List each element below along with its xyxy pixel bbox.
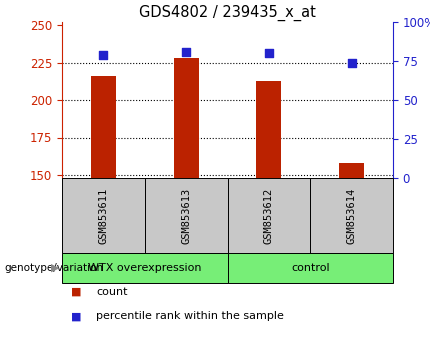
Bar	[227, 178, 310, 253]
Text: WTX overexpression: WTX overexpression	[88, 263, 202, 273]
Point	[100, 52, 107, 58]
Text: ■: ■	[71, 286, 81, 297]
Bar	[91, 76, 116, 178]
Bar	[227, 253, 393, 283]
Text: percentile rank within the sample: percentile rank within the sample	[96, 311, 284, 321]
Point	[183, 49, 190, 55]
Bar	[62, 178, 145, 253]
Text: count: count	[96, 286, 128, 297]
Text: control: control	[291, 263, 329, 273]
Bar	[310, 178, 393, 253]
Bar	[174, 58, 199, 178]
Point	[348, 60, 355, 65]
Bar	[62, 253, 227, 283]
Text: GSM853612: GSM853612	[264, 187, 274, 244]
Bar	[339, 163, 364, 178]
Point	[265, 50, 272, 56]
Text: GSM853613: GSM853613	[181, 187, 191, 244]
Text: ■: ■	[71, 311, 81, 321]
Text: GSM853611: GSM853611	[98, 187, 108, 244]
Text: ▶: ▶	[51, 263, 60, 273]
Bar	[256, 80, 281, 178]
Title: GDS4802 / 239435_x_at: GDS4802 / 239435_x_at	[139, 5, 316, 21]
Text: GSM853614: GSM853614	[347, 187, 356, 244]
Text: genotype/variation: genotype/variation	[4, 263, 104, 273]
Bar	[145, 178, 227, 253]
